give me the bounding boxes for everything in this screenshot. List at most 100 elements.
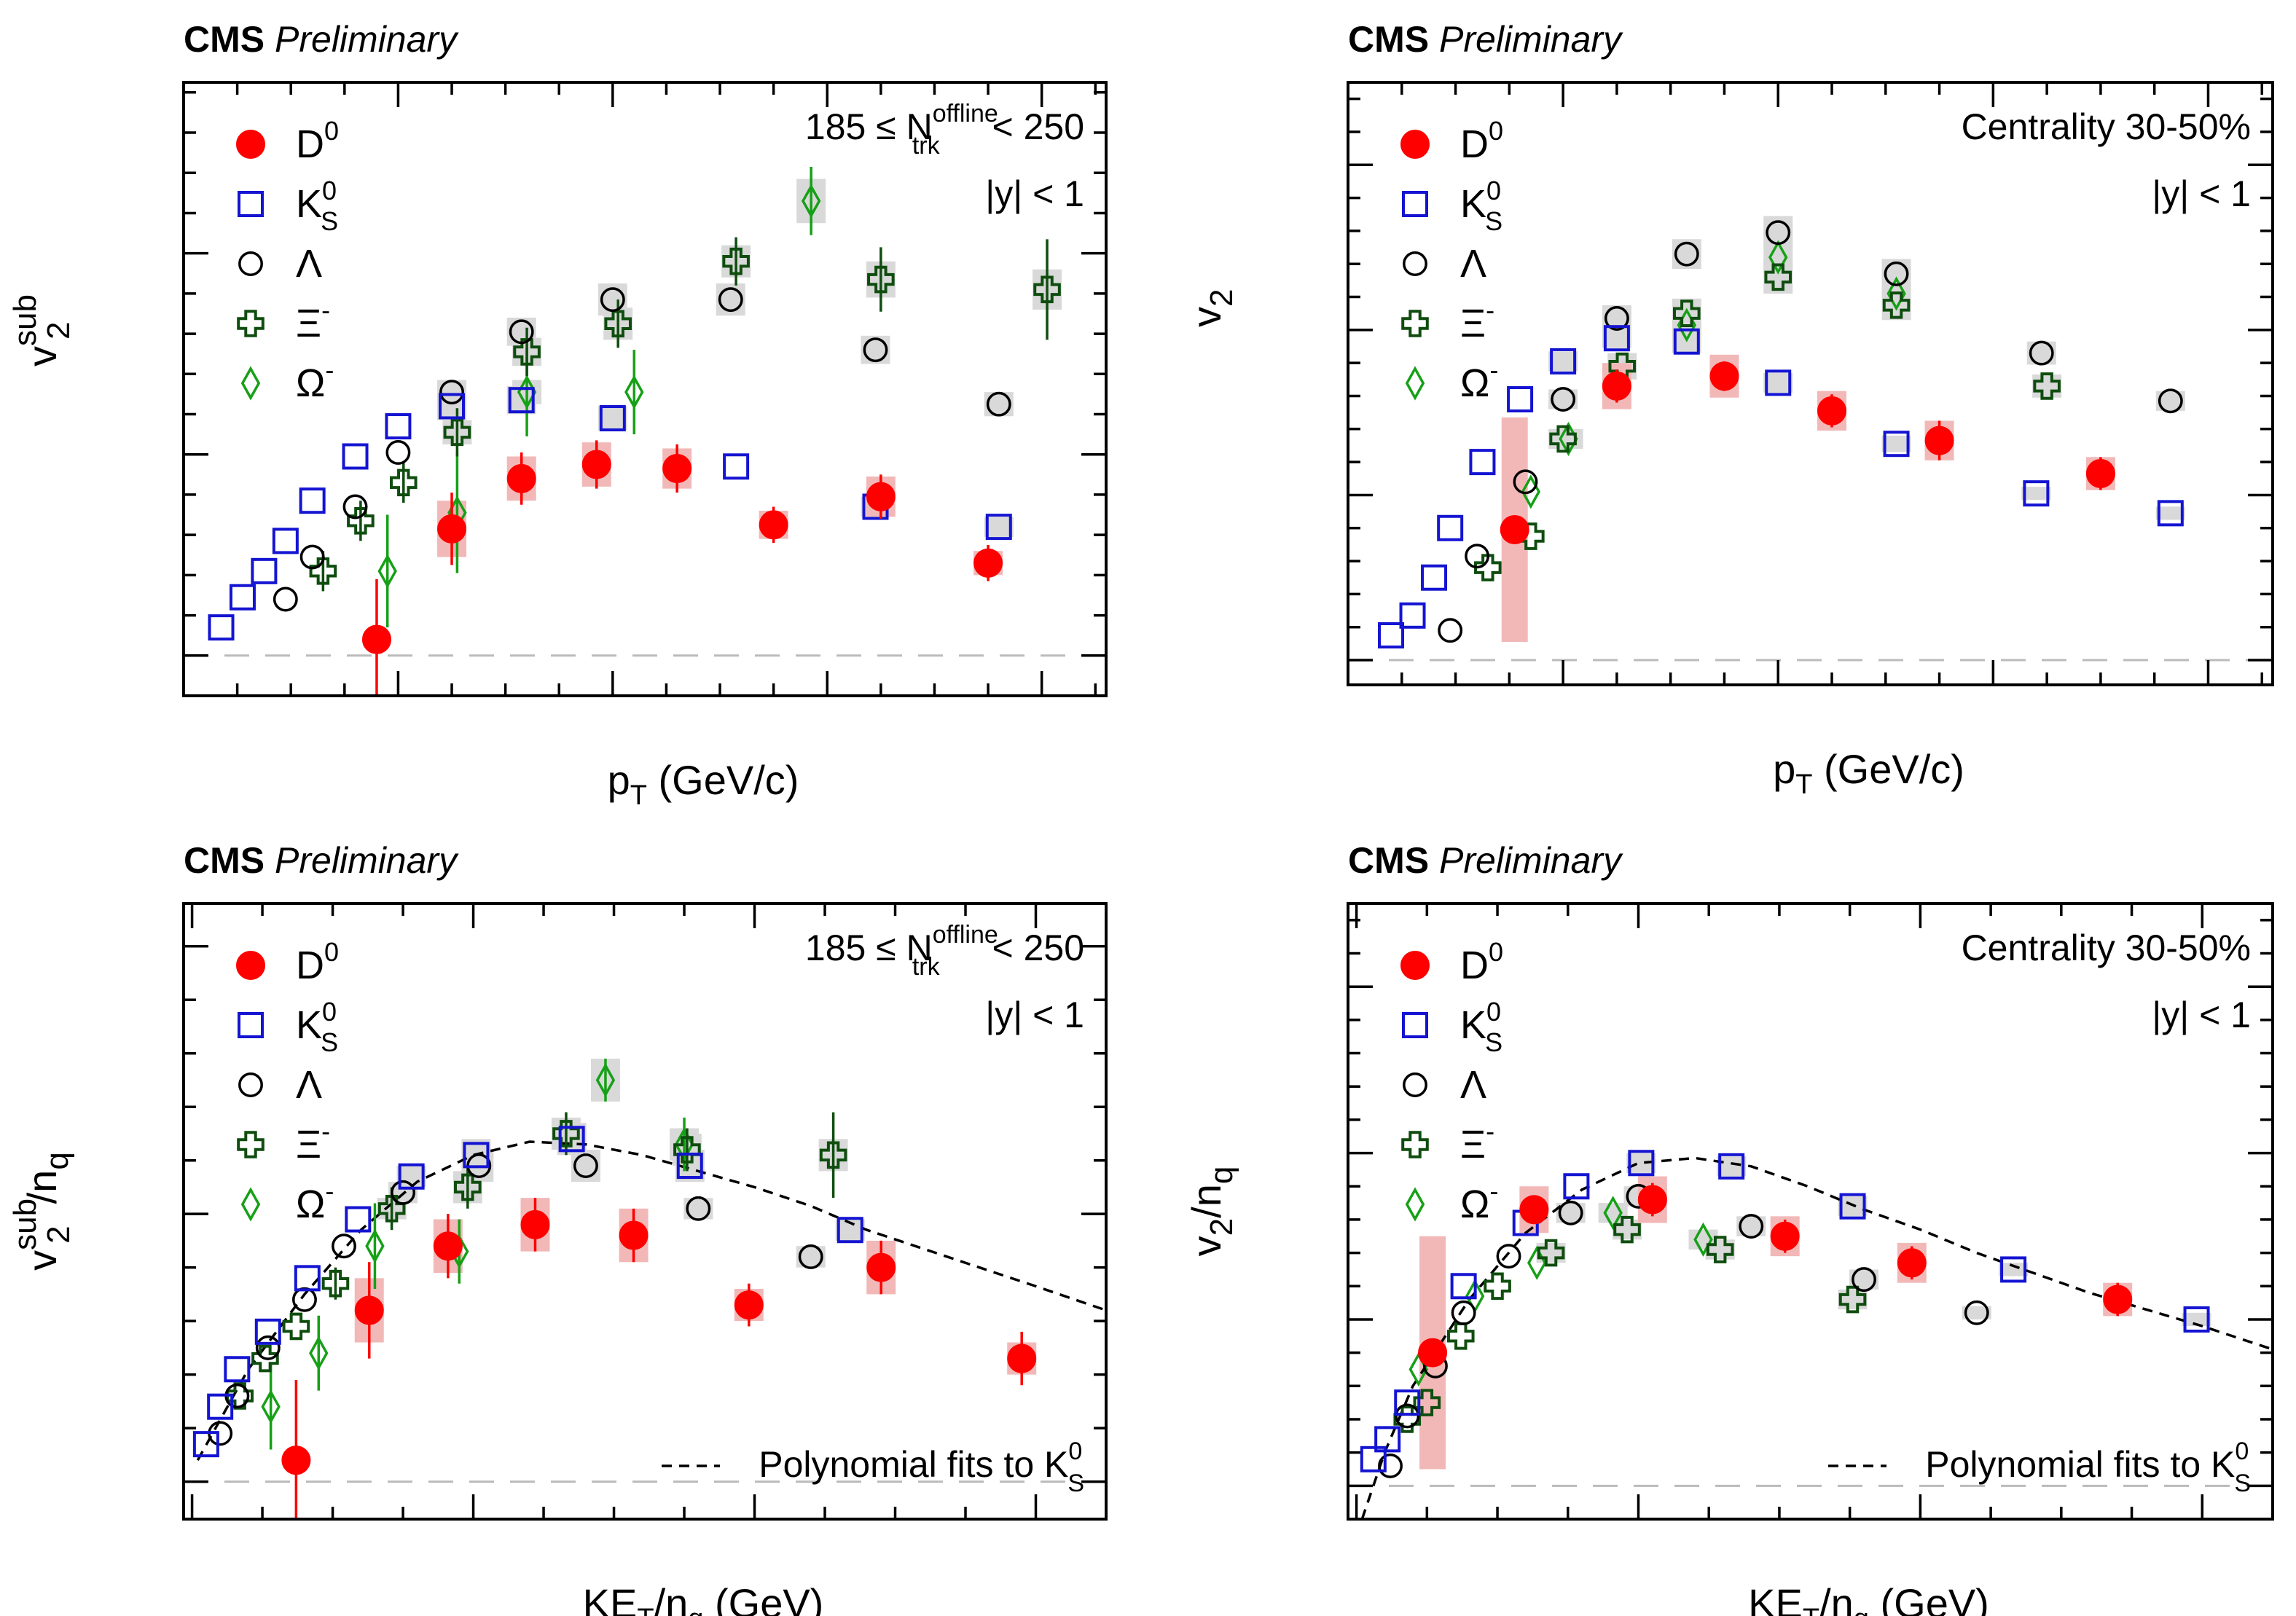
data-point-lambda [332,1233,356,1259]
d0-marker [1770,1221,1800,1251]
k0s-marker [1450,1273,1477,1300]
data-point-xi [1033,275,1061,304]
legend-item-omega: Ω- [240,355,334,405]
lambda-marker [1438,618,1463,643]
lambda-marker [1451,1300,1476,1325]
xi-marker [237,310,265,337]
data-point-lambda [1852,1267,1876,1293]
lambda-marker [385,440,411,465]
lambda-marker [686,1196,711,1221]
plot-frame [182,81,1108,697]
data-point-d0 [866,1252,896,1282]
k0s-marker [398,1163,425,1190]
fit-legend-label: Polynomial fits to K0 S [759,1437,1084,1497]
lambda-marker [439,380,464,405]
d0-marker [1817,396,1847,425]
xi-marker [1764,263,1792,291]
data-point-xi [1446,1322,1475,1350]
omega-marker [1768,240,1788,275]
systematic-box-lambda [437,380,467,404]
k0s-marker [1374,1426,1401,1453]
data-point-d0 [662,454,692,484]
data-point-k0s [342,443,369,470]
data-point-omega [261,1389,281,1424]
lambda-marker [1395,1403,1420,1429]
lambda-marker [1496,1244,1521,1269]
xi-marker [1613,1215,1641,1244]
data-point-d0 [437,514,467,544]
k0s-marker [463,1142,490,1169]
xi-marker [722,247,750,275]
lambda-marker [342,494,368,519]
d0-marker [1500,514,1529,545]
omega-marker [261,1389,281,1424]
plot-frame [1347,81,2274,686]
lambda-marker [1964,1300,1989,1325]
legend-label-omega: Ω- [1460,355,1498,405]
omega-marker [1405,1187,1425,1222]
lambda-marker [2029,340,2054,366]
legend-label-d0: D0 [1460,116,1503,166]
lambda-marker [2158,388,2183,414]
k0s-marker [208,614,235,641]
systematic-box-k0s [597,406,627,431]
data-point-xi [389,468,418,497]
k0s-marker [1839,1193,1866,1220]
k0s-marker [439,393,466,420]
legend-label-omega: Ω- [296,355,334,405]
data-point-k0s [1628,1150,1655,1177]
data-point-xi [1673,299,1701,328]
selection-annotation: 185 ≤ Noffline trk < 250 [805,100,1084,160]
data-layer [208,166,1062,696]
data-point-xi [282,1312,310,1341]
lambda-marker [1884,261,1909,286]
legend-label-d0: D0 [296,937,339,987]
data-point-lambda [342,494,368,519]
k0s-marker [2157,500,2184,527]
data-point-omega [377,554,397,589]
data-point-lambda [1964,1300,1989,1325]
legend-label-omega: Ω- [1460,1176,1498,1226]
data-point-k0s [558,1126,585,1153]
k0s-marker [207,1393,234,1420]
d0-marker [520,1209,550,1239]
legend-label-lambda: Λ [1460,1063,1486,1107]
data-point-lambda [255,1335,281,1360]
legend-item-xi: Ξ- [1401,295,1494,345]
k0s-marker [1550,348,1577,374]
d0-marker [1602,371,1631,401]
data-point-d0 [1602,371,1631,401]
systematic-box-k0s [1602,328,1631,348]
k0s-marker [1673,328,1700,355]
lambda-marker [391,1180,416,1205]
data-point-k0s [299,487,326,514]
data-point-d0 [759,510,788,540]
data-point-d0 [1770,1221,1800,1251]
panel-header: CMS Preliminary [1348,19,1623,60]
data-point-lambda [1496,1244,1521,1269]
data-point-k0s [1437,514,1464,541]
data-point-k0s [836,1217,863,1244]
x-axis-label: KET/nq (GeV) [583,1580,824,1616]
d0-marker [433,1231,463,1261]
legend-item-omega: Ω- [240,1176,334,1226]
k0s-marker [1402,1012,1428,1038]
lambda-marker [1465,544,1490,569]
data-point-k0s [398,1163,425,1190]
data-point-k0s [1550,348,1577,374]
systematic-box-omega [1763,240,1793,274]
data-point-xi [1838,1285,1867,1314]
xi-marker [251,1344,279,1373]
data-point-d0 [1817,396,1847,425]
k0s-marker [1399,602,1426,629]
d0-marker [759,510,788,540]
data-point-xi [513,338,541,366]
legend-label-lambda: Λ [296,242,322,286]
d0-marker [973,548,1003,578]
data-point-lambda [1558,1200,1583,1225]
data-point-k0s [2023,480,2050,507]
lambda-marker [1378,1453,1403,1478]
k0s-marker [2000,1256,2027,1283]
data-point-d0 [354,1295,384,1325]
